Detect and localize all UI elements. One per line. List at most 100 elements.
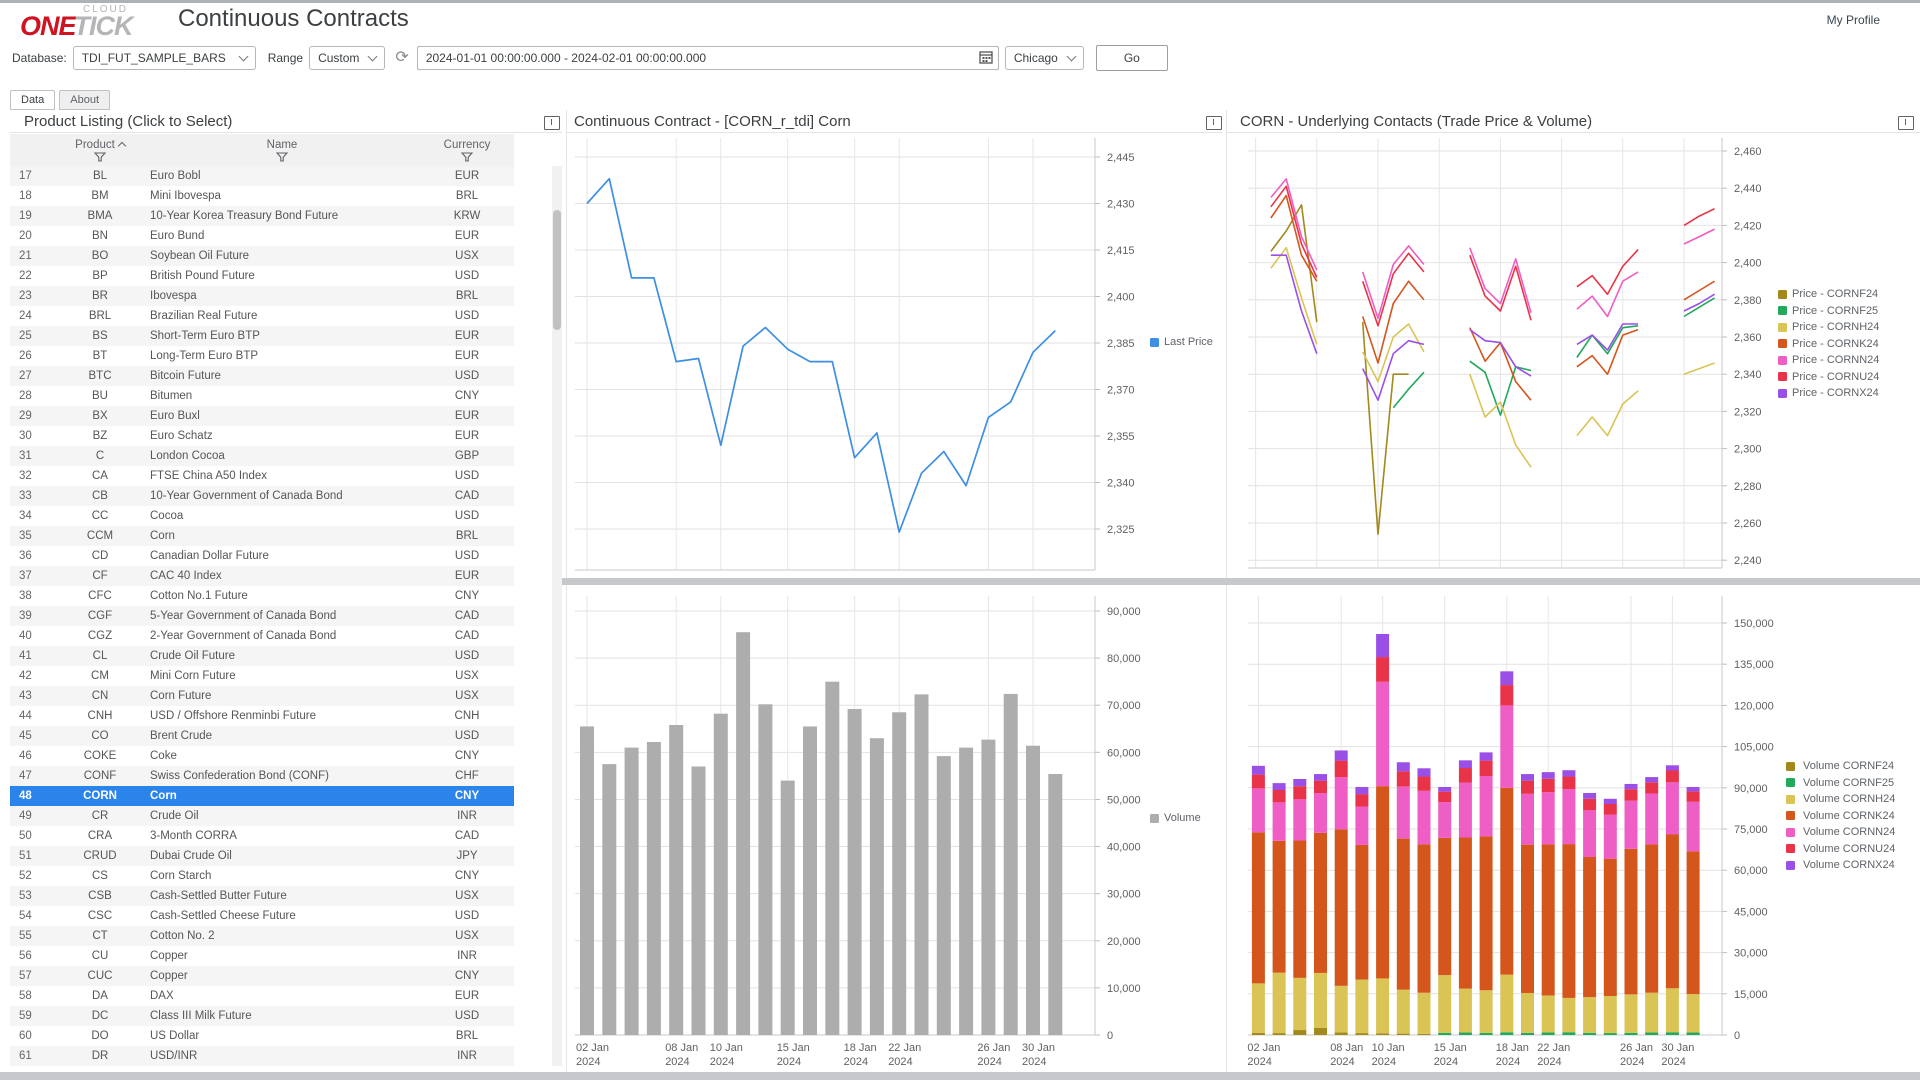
database-select[interactable]: TDI_FUT_SAMPLE_BARS bbox=[72, 46, 256, 70]
svg-text:2,260: 2,260 bbox=[1734, 518, 1762, 530]
table-header: Product Name Currency bbox=[10, 134, 514, 167]
table-row[interactable]: 19 BMA 10-Year Korea Treasury Bond Future K… bbox=[10, 206, 514, 226]
table-row[interactable]: 50 CRA 3-Month CORRA CAD bbox=[10, 826, 514, 846]
table-row[interactable]: 44 CNH USD / Offshore Renminbi Future CNH bbox=[10, 706, 514, 726]
table-row[interactable]: 25 BS Short-Term Euro BTP EUR bbox=[10, 326, 514, 346]
tab-about[interactable]: About bbox=[59, 90, 110, 110]
table-cell: Brent Crude bbox=[150, 730, 213, 742]
table-row[interactable]: 27 BTC Bitcoin Future USD bbox=[10, 366, 514, 386]
table-row[interactable]: 32 CA FTSE China A50 Index USD bbox=[10, 466, 514, 486]
my-profile-link[interactable]: My Profile bbox=[1826, 13, 1880, 27]
table-row[interactable]: 52 CS Corn Starch CNY bbox=[10, 866, 514, 886]
table-row[interactable]: 58 DA DAX EUR bbox=[10, 986, 514, 1006]
legend-swatch-icon bbox=[1150, 813, 1159, 823]
tab-data[interactable]: Data bbox=[10, 90, 56, 110]
date-range-input[interactable] bbox=[416, 46, 999, 70]
table-cell: Crude Oil Future bbox=[150, 650, 236, 662]
table-row[interactable]: 61 DR USD/INR INR bbox=[10, 1046, 514, 1066]
svg-text:2024: 2024 bbox=[1247, 1056, 1271, 1068]
filter-funnel-icon[interactable] bbox=[461, 151, 473, 162]
table-row[interactable]: 55 CT Cotton No. 2 USX bbox=[10, 926, 514, 946]
table-row[interactable]: 34 CC Cocoa USD bbox=[10, 506, 514, 526]
table-cell: 35 bbox=[19, 530, 32, 542]
column-header-product[interactable]: Product bbox=[56, 134, 144, 166]
table-row[interactable]: 41 CL Crude Oil Future USD bbox=[10, 646, 514, 666]
table-cell: CNY bbox=[454, 870, 480, 882]
continuous-price-chart[interactable]: 2,325 2,340 2,355 2,370 2,385 2,400 2,415 2,430… bbox=[562, 132, 1220, 581]
table-row[interactable]: 21 BO Soybean Oil Future USX bbox=[10, 246, 514, 266]
legend-swatch-icon bbox=[1778, 322, 1787, 332]
table-row[interactable]: 47 CONF Swiss Confederation Bond (CONF) CHF bbox=[10, 766, 514, 786]
table-row[interactable]: 24 BRL Brazilian Real Future USD bbox=[10, 306, 514, 326]
table-row[interactable]: 57 CUC Copper CNY bbox=[10, 966, 514, 986]
table-cell: BRL bbox=[455, 190, 479, 202]
table-row[interactable]: 42 CM Mini Corn Future USX bbox=[10, 666, 514, 686]
table-row[interactable]: 31 C London Cocoa GBP bbox=[10, 446, 514, 466]
table-row[interactable]: 35 CCM Corn BRL bbox=[10, 526, 514, 546]
table-row[interactable]: 49 CR Crude Oil INR bbox=[10, 806, 514, 826]
table-cell: 53 bbox=[19, 890, 32, 902]
continuous-volume-chart[interactable]: 0 10,000 20,000 30,000 40,000 50,000 60,000 70,… bbox=[562, 588, 1220, 1080]
table-cell: BL bbox=[92, 170, 108, 182]
expand-panel-icon[interactable] bbox=[544, 116, 560, 130]
table-row[interactable]: 54 CSC Cash-Settled Cheese Future USD bbox=[10, 906, 514, 926]
table-cell: Euro Schatz bbox=[150, 430, 213, 442]
range-select[interactable]: Custom bbox=[309, 46, 386, 70]
filter-funnel-icon[interactable] bbox=[276, 151, 288, 162]
horizontal-splitter[interactable] bbox=[562, 578, 1920, 585]
table-row[interactable]: 20 BN Euro Bund EUR bbox=[10, 226, 514, 246]
table-scrollbar[interactable] bbox=[552, 166, 562, 1066]
table-cell: Long-Term Euro BTP bbox=[150, 350, 259, 362]
svg-text:10 Jan: 10 Jan bbox=[1372, 1042, 1405, 1054]
table-row[interactable]: 59 DC Class III Milk Future USD bbox=[10, 1006, 514, 1026]
table-cell: DA bbox=[92, 990, 108, 1002]
table-row[interactable]: 36 CD Canadian Dollar Future USD bbox=[10, 546, 514, 566]
table-cell: CS bbox=[92, 870, 108, 882]
table-row[interactable]: 45 CO Brent Crude USD bbox=[10, 726, 514, 746]
expand-panel-icon[interactable] bbox=[1206, 116, 1222, 130]
table-row[interactable]: 60 DO US Dollar BRL bbox=[10, 1026, 514, 1046]
table-row[interactable]: 18 BM Mini Ibovespa BRL bbox=[10, 186, 514, 206]
table-row[interactable]: 23 BR Ibovespa BRL bbox=[10, 286, 514, 306]
table-cell: USD bbox=[454, 550, 480, 562]
table-row[interactable]: 51 CRUD Dubai Crude Oil JPY bbox=[10, 846, 514, 866]
underlying-volume-chart[interactable]: 0 15,000 30,000 45,000 60,000 75,000 90,000 105… bbox=[1232, 588, 1920, 1080]
svg-text:15 Jan: 15 Jan bbox=[1434, 1042, 1467, 1054]
table-cell: Crude Oil bbox=[150, 810, 199, 822]
timezone-select[interactable]: Chicago bbox=[1004, 46, 1084, 70]
table-row[interactable]: 38 CFC Cotton No.1 Future CNY bbox=[10, 586, 514, 606]
table-row[interactable]: 26 BT Long-Term Euro BTP EUR bbox=[10, 346, 514, 366]
header: ONETICK CLOUD Continuous Contracts My Pr… bbox=[0, 3, 1920, 41]
legend-item: Volume bbox=[1150, 812, 1201, 824]
table-row[interactable]: 28 BU Bitumen CNY bbox=[10, 386, 514, 406]
expand-panel-icon[interactable] bbox=[1898, 116, 1914, 130]
table-row[interactable]: 29 BX Euro Buxl EUR bbox=[10, 406, 514, 426]
table-row[interactable]: 22 BP British Pound Future USD bbox=[10, 266, 514, 286]
table-row[interactable]: 30 BZ Euro Schatz EUR bbox=[10, 426, 514, 446]
table-row[interactable]: 53 CSB Cash-Settled Butter Future USX bbox=[10, 886, 514, 906]
table-row[interactable]: 56 CU Copper INR bbox=[10, 946, 514, 966]
table-row[interactable]: 39 CGF 5-Year Government of Canada Bond CAD bbox=[10, 606, 514, 626]
table-cell: US Dollar bbox=[150, 1030, 200, 1042]
table-row[interactable]: 43 CN Corn Future USX bbox=[10, 686, 514, 706]
column-header-name[interactable]: Name bbox=[144, 134, 420, 166]
legend-label: Price - CORNU24 bbox=[1792, 370, 1880, 383]
filter-funnel-icon[interactable] bbox=[94, 151, 106, 162]
table-row[interactable]: 17 BL Euro Bobl EUR bbox=[10, 166, 514, 186]
refresh-icon[interactable]: ⟳ bbox=[395, 49, 409, 66]
table-cell: CAC 40 Index bbox=[150, 570, 222, 582]
table-row[interactable]: 48 CORN Corn CNY bbox=[10, 786, 514, 806]
calendar-icon[interactable] bbox=[979, 50, 993, 69]
table-cell: USD bbox=[454, 310, 480, 322]
table-row[interactable]: 33 CB 10-Year Government of Canada Bond CAD bbox=[10, 486, 514, 506]
go-button[interactable]: Go bbox=[1095, 45, 1168, 71]
table-scrollbar-thumb[interactable] bbox=[553, 210, 561, 330]
table-row[interactable]: 37 CF CAC 40 Index EUR bbox=[10, 566, 514, 586]
table-row[interactable]: 46 COKE Coke CNY bbox=[10, 746, 514, 766]
column-header-index bbox=[10, 134, 56, 166]
svg-text:30,000: 30,000 bbox=[1734, 948, 1768, 960]
table-row[interactable]: 40 CGZ 2-Year Government of Canada Bond CAD bbox=[10, 626, 514, 646]
underlying-price-chart[interactable]: 2,240 2,260 2,280 2,300 2,320 2,340 2,360 2,380… bbox=[1232, 132, 1920, 581]
column-header-currency[interactable]: Currency bbox=[420, 134, 514, 166]
svg-text:2024: 2024 bbox=[1496, 1056, 1520, 1068]
